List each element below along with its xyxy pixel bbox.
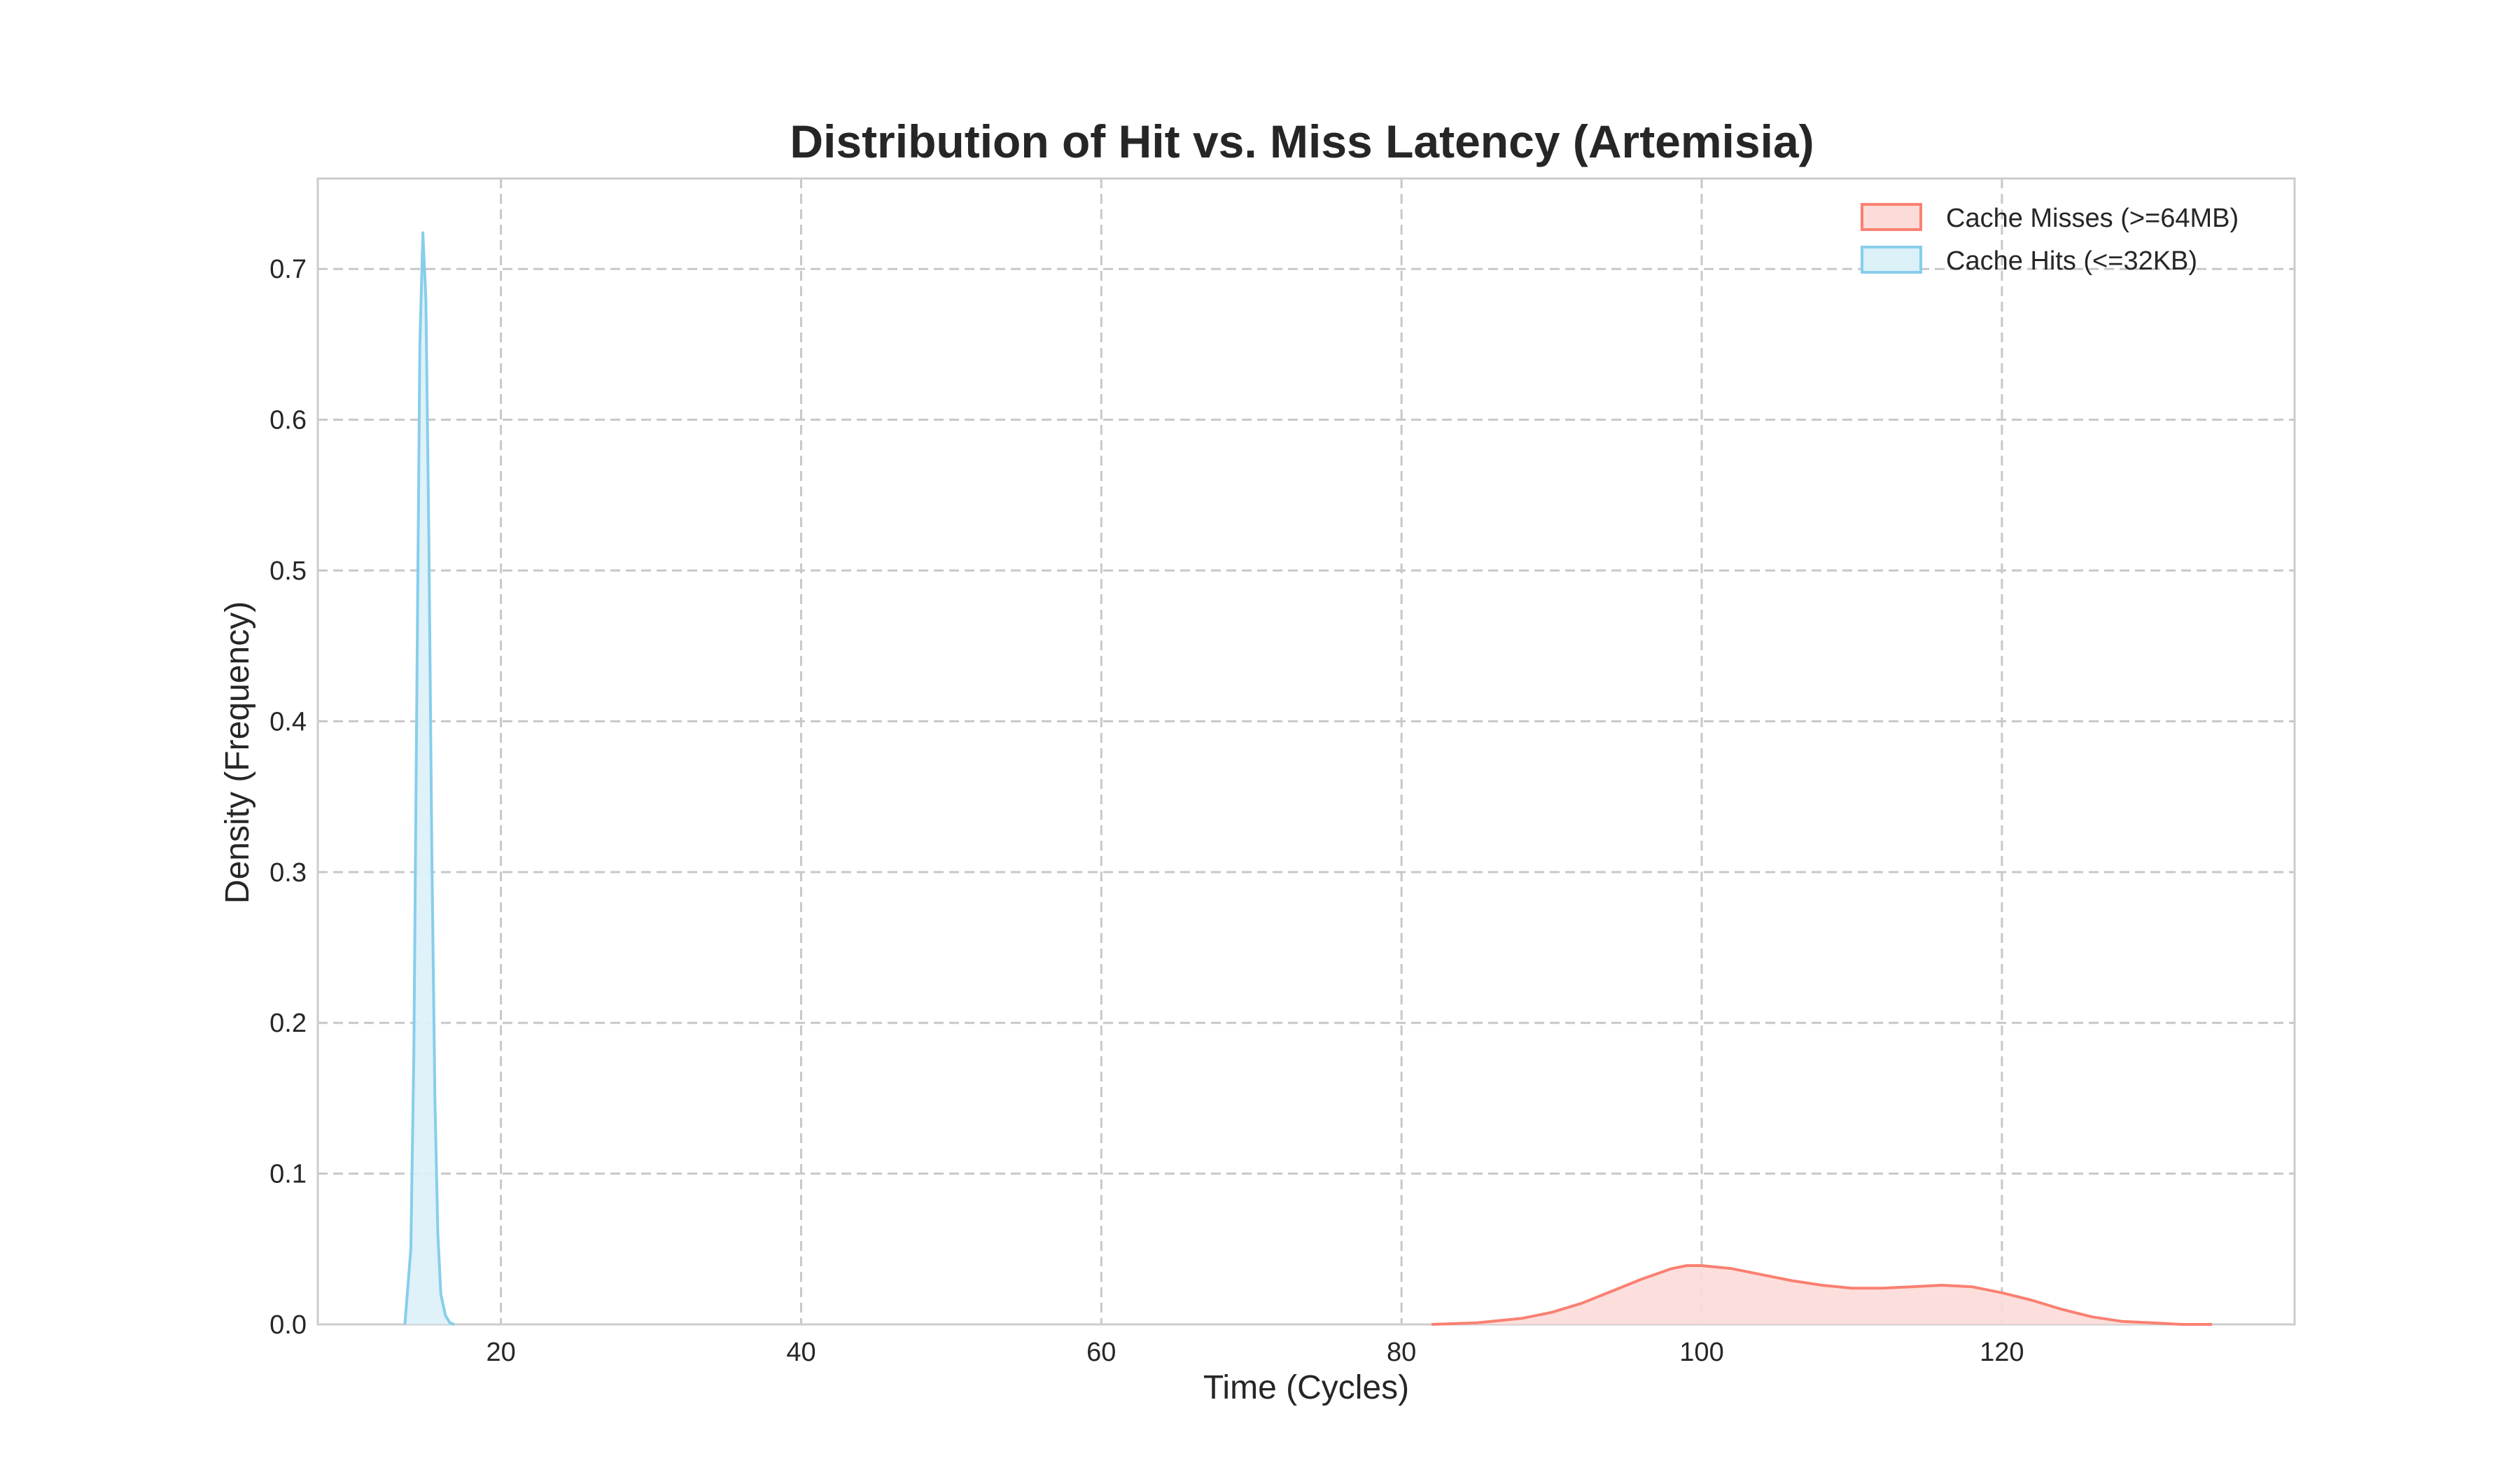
x-axis-label: Time (Cycles) [1203,1369,1409,1406]
series-line-0 [1431,1264,2213,1326]
y-tick-label: 0.0 [270,1310,307,1340]
series-area-0 [1432,1266,2213,1324]
y-tick-label: 0.7 [270,255,307,284]
plot-frame [316,177,2296,1326]
x-tick-label: 20 [486,1338,515,1367]
series-layer [403,231,2213,1326]
grid [318,178,2295,1324]
y-tick-label: 0.1 [270,1160,307,1189]
legend-swatch [1861,246,1922,274]
legend-label: Cache Misses (>=64MB) [1946,204,2239,233]
x-tick-label: 100 [1679,1338,1723,1367]
legend-label: Cache Hits (<=32KB) [1946,246,2197,276]
legend-swatch [1861,203,1922,231]
x-tick-label: 40 [786,1338,816,1367]
series-line-1 [403,231,455,1326]
y-tick-label: 0.4 [270,707,307,736]
legend: Cache Misses (>=64MB) Cache Hits (<=32KB) [1861,203,2239,276]
y-tick-label: 0.5 [270,556,307,586]
y-axis-label: Density (Frequency) [219,601,256,904]
series-area-1 [405,232,455,1324]
x-tick-label: 120 [1980,1338,2024,1367]
y-tick-label: 0.2 [270,1009,307,1038]
y-tick-label: 0.3 [270,858,307,888]
x-tick-label: 80 [1387,1338,1416,1367]
x-tick-label: 60 [1086,1338,1116,1367]
y-tick-labels: 0.0 0.1 0.2 0.3 0.4 0.5 0.6 0.7 [270,255,307,1340]
y-tick-label: 0.6 [270,406,307,435]
x-tick-labels: 20 40 60 80 100 120 [486,1338,2024,1367]
chart-title: Distribution of Hit vs. Miss Latency (Ar… [790,115,1814,167]
